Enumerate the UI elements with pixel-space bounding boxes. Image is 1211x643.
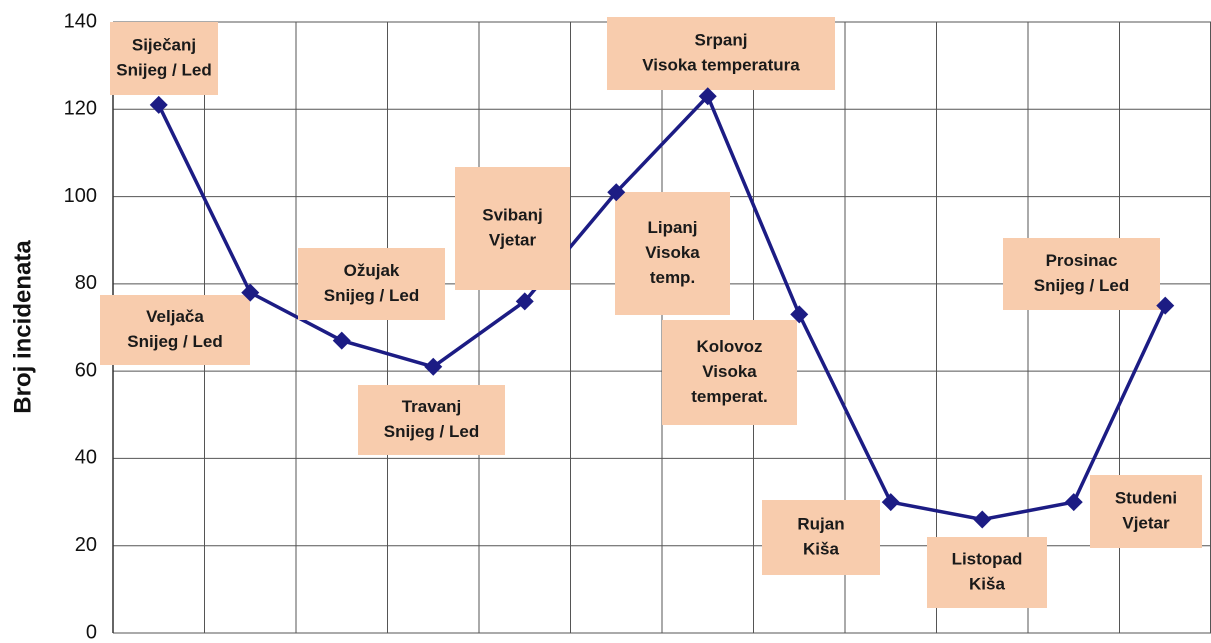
annotation-box [298, 248, 445, 320]
point-marker [790, 305, 809, 324]
annotation-text: Lipanj [647, 218, 697, 237]
annotation-text: Studeni [1115, 488, 1177, 507]
annotation-text: Srpanj [695, 30, 748, 49]
annotation-text: Snijeg / Led [324, 286, 419, 305]
annotation-box [1003, 238, 1160, 310]
annotation-text: Kolovoz [696, 337, 762, 356]
point-marker [973, 510, 992, 529]
annotation-text: Svibanj [482, 205, 542, 224]
y-tick-label: 120 [64, 98, 97, 120]
y-tick-label: 80 [75, 272, 97, 294]
annotation-text: Visoka [645, 243, 700, 262]
annotation-box [927, 537, 1047, 608]
y-tick-label: 100 [64, 185, 97, 207]
annotation-text: Prosinac [1046, 251, 1118, 270]
point-marker [881, 493, 900, 512]
annotation-text: Veljača [146, 307, 204, 326]
annotation-box [110, 22, 218, 95]
point-marker [424, 357, 443, 376]
annotation-box [455, 167, 570, 290]
point-marker [1064, 493, 1083, 512]
point-marker [1156, 296, 1175, 315]
y-axis-title: Broj incidenata [9, 240, 36, 414]
y-tick-label: 0 [86, 621, 97, 643]
point-marker [149, 95, 168, 114]
annotation-text: Rujan [797, 514, 844, 533]
annotation-text: Vjetar [489, 230, 537, 249]
annotation-text: temp. [650, 268, 695, 287]
annotation-box [100, 295, 250, 365]
point-marker [515, 292, 534, 311]
annotation-text: Visoka [702, 362, 757, 381]
point-marker [698, 87, 717, 106]
annotation-text: temperat. [691, 387, 768, 406]
y-tick-label: 20 [75, 534, 97, 556]
annotation-box [358, 385, 505, 455]
annotation-box [607, 17, 835, 90]
annotation-text: Vjetar [1122, 513, 1170, 532]
annotation-text: Travanj [402, 397, 462, 416]
point-marker [607, 183, 626, 202]
annotation-text: Visoka temperatura [642, 55, 800, 74]
annotation-text: Ožujak [344, 261, 400, 280]
y-tick-label: 140 [64, 10, 97, 32]
annotation-text: Siječanj [132, 35, 196, 54]
annotation-text: Snijeg / Led [127, 332, 222, 351]
annotation-text: Kiša [969, 574, 1005, 593]
y-tick-label: 40 [75, 447, 97, 469]
annotation-text: Listopad [952, 549, 1023, 568]
annotation-box [615, 192, 730, 315]
annotation-text: Snijeg / Led [116, 60, 211, 79]
annotation-text: Snijeg / Led [384, 422, 479, 441]
point-marker [241, 283, 260, 302]
annotation-box [662, 320, 797, 425]
point-marker [332, 331, 351, 350]
annotation-box [762, 500, 880, 575]
annotation-text: Snijeg / Led [1034, 276, 1129, 295]
y-tick-label: 60 [75, 359, 97, 381]
series-line [157, 93, 1167, 522]
annotation-box [1090, 475, 1202, 548]
annotation-text: Kiša [803, 539, 839, 558]
